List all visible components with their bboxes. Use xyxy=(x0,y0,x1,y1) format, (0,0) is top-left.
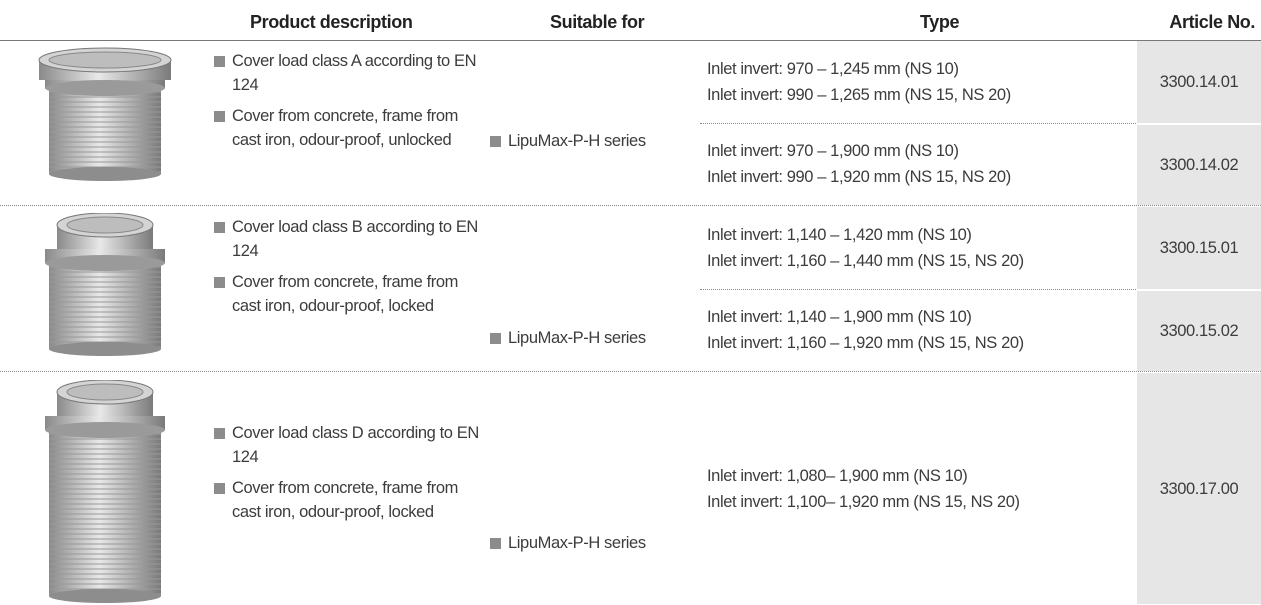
article-cell: 3300.15.02 xyxy=(1137,290,1261,371)
type-line: Inlet invert: 1,160 – 1,440 mm (NS 15, N… xyxy=(707,251,1024,270)
type-line: Inlet invert: 970 – 1,245 mm (NS 10) xyxy=(707,59,959,78)
product-image xyxy=(45,380,165,603)
suitable-for: LipuMax-P-H series xyxy=(488,326,1261,350)
description-item: Cover load class B according to EN 124 xyxy=(212,215,482,263)
description-item: Cover from concrete, frame from cast iro… xyxy=(212,270,482,318)
type-line: Inlet invert: 1,100– 1,920 mm (NS 15, NS… xyxy=(707,492,1020,511)
article-cell: 3300.14.02 xyxy=(1137,124,1261,205)
type-line: Inlet invert: 970 – 1,900 mm (NS 10) xyxy=(707,142,959,161)
header-rule xyxy=(0,40,1261,41)
variant-rule xyxy=(700,288,1136,290)
description: Cover load class D according to EN 124 Co… xyxy=(212,421,482,531)
type-cell: Inlet invert: 1,080– 1,900 mm (NS 10) Inl… xyxy=(707,373,1132,604)
type-line: Inlet invert: 1,140 – 1,420 mm (NS 10) xyxy=(707,225,972,244)
product-image xyxy=(38,47,172,181)
type-cell: Inlet invert: 970 – 1,245 mm (NS 10) Inle… xyxy=(707,41,1132,123)
type-line: Inlet invert: 1,080– 1,900 mm (NS 10) xyxy=(707,466,968,485)
article-cell: 3300.14.01 xyxy=(1137,41,1261,123)
row-rule xyxy=(0,371,1261,372)
header-type: Type xyxy=(920,12,960,32)
type-line: Inlet invert: 1,160 – 1,920 mm (NS 15, N… xyxy=(707,334,1024,353)
type-cell: Inlet invert: 1,140 – 1,900 mm (NS 10) In… xyxy=(707,290,1132,372)
suitable-for: LipuMax-P-H series xyxy=(488,531,1261,555)
header-article: Article No. xyxy=(1169,12,1255,32)
variant-rule xyxy=(700,122,1136,124)
row-rule xyxy=(0,205,1261,206)
type-cell: Inlet invert: 970 – 1,900 mm (NS 10) Inle… xyxy=(707,124,1132,206)
type-line: Inlet invert: 1,140 – 1,900 mm (NS 10) xyxy=(707,308,972,327)
description-item: Cover load class D according to EN 124 xyxy=(212,421,482,469)
description: Cover load class A according to EN 124 Co… xyxy=(212,49,482,159)
description-item: Cover from concrete, frame from cast iro… xyxy=(212,476,482,524)
type-line: Inlet invert: 990 – 1,920 mm (NS 15, NS … xyxy=(707,168,1011,187)
article-cell: 3300.15.01 xyxy=(1137,207,1261,289)
type-line: Inlet invert: 990 – 1,265 mm (NS 15, NS … xyxy=(707,85,1011,104)
type-cell: Inlet invert: 1,140 – 1,420 mm (NS 10) In… xyxy=(707,207,1132,289)
product-image xyxy=(45,213,165,356)
header-suitable: Suitable for xyxy=(550,12,645,32)
article-cell: 3300.17.00 xyxy=(1137,373,1261,604)
description: Cover load class B according to EN 124 Co… xyxy=(212,215,482,325)
suitable-for: LipuMax-P-H series xyxy=(488,129,1261,153)
description-item: Cover from concrete, frame from cast iro… xyxy=(212,104,482,152)
description-item: Cover load class A according to EN 124 xyxy=(212,49,482,97)
header-product: Product description xyxy=(250,12,413,32)
